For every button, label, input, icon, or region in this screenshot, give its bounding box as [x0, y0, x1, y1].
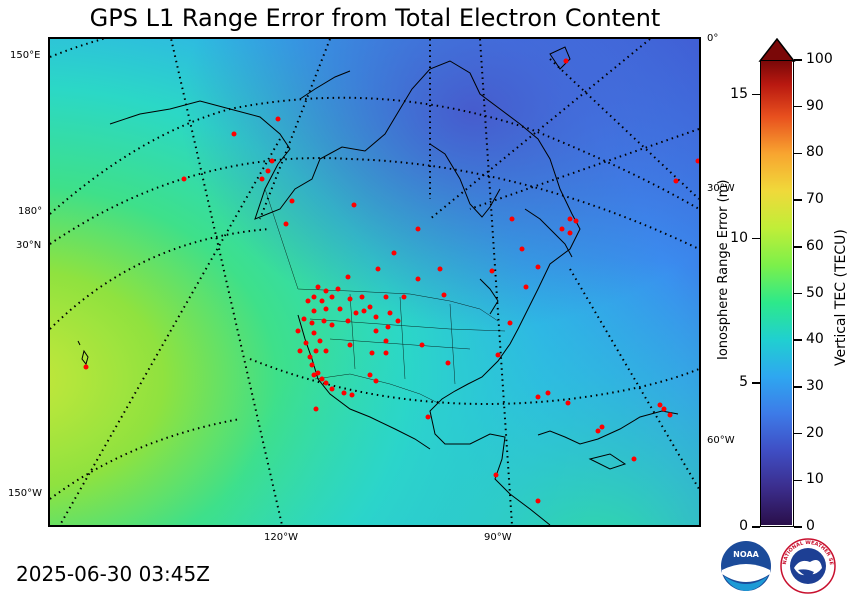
label-90w: 90°W: [484, 532, 512, 543]
label-30n: 30°N: [16, 240, 42, 251]
colorbar-gradient: [761, 61, 792, 525]
left-tick-label: 0: [739, 518, 748, 534]
left-tick-mark: [752, 526, 760, 528]
label-150e: 150°E: [10, 50, 41, 61]
right-tick-label: 40: [806, 331, 824, 348]
right-tick-label: 30: [806, 377, 824, 394]
borders: [264, 188, 506, 405]
right-tick-mark: [794, 526, 802, 528]
right-tick-label: 50: [806, 284, 824, 301]
left-tick-label: 15: [730, 85, 748, 102]
right-tick-mark: [794, 199, 802, 201]
right-tick-mark: [794, 105, 802, 108]
right-tick-mark: [794, 386, 802, 388]
right-tick-label: 20: [806, 424, 824, 441]
coastlines: [77, 46, 679, 525]
right-tick-mark: [794, 59, 802, 61]
graticule: [50, 39, 699, 525]
left-tick-mark: [752, 382, 760, 384]
right-tick-mark: [794, 479, 802, 482]
label-0: 0°: [707, 33, 719, 44]
label-30w: 30°W: [707, 183, 735, 194]
noaa-logo-text: NOAA: [733, 550, 759, 559]
timestamp: 2025-06-30 03:45Z: [16, 562, 210, 586]
colorbar-right-label: Vertical TEC (TECU): [833, 229, 849, 366]
label-150w: 150°W: [8, 488, 42, 499]
right-tick-label: 70: [806, 191, 824, 208]
tec-map: [48, 37, 701, 527]
left-tick-label: 10: [730, 229, 748, 246]
right-tick-mark: [794, 292, 802, 295]
right-tick-label: 90: [806, 97, 824, 114]
label-120w: 120°W: [264, 532, 298, 543]
label-60w: 60°W: [707, 435, 735, 446]
colorbar-extend-arrow: [758, 38, 796, 62]
right-tick-label: 80: [806, 144, 824, 161]
right-tick-label: 100: [806, 51, 833, 67]
left-tick-label: 5: [739, 373, 748, 390]
map-title: GPS L1 Range Error from Total Electron C…: [89, 4, 661, 32]
right-tick-mark: [794, 152, 802, 155]
right-tick-mark: [794, 246, 802, 248]
right-tick-mark: [794, 432, 802, 435]
left-tick-mark: [752, 237, 760, 240]
noaa-logo: NOAA: [721, 541, 771, 591]
colorbar: [760, 60, 794, 527]
right-tick-mark: [794, 339, 802, 341]
map-canvas: [50, 39, 699, 525]
right-tick-label: 0: [806, 518, 815, 534]
right-tick-label: 60: [806, 237, 824, 254]
gps-stations: [83, 58, 699, 504]
label-180: 180°: [18, 206, 43, 217]
right-tick-label: 10: [806, 471, 824, 488]
nws-logo: NATIONAL WEATHER SERVICE: [780, 538, 836, 594]
colorbar-left-label: Ionosphere Range Error (m): [716, 179, 731, 360]
left-tick-mark: [752, 93, 760, 96]
